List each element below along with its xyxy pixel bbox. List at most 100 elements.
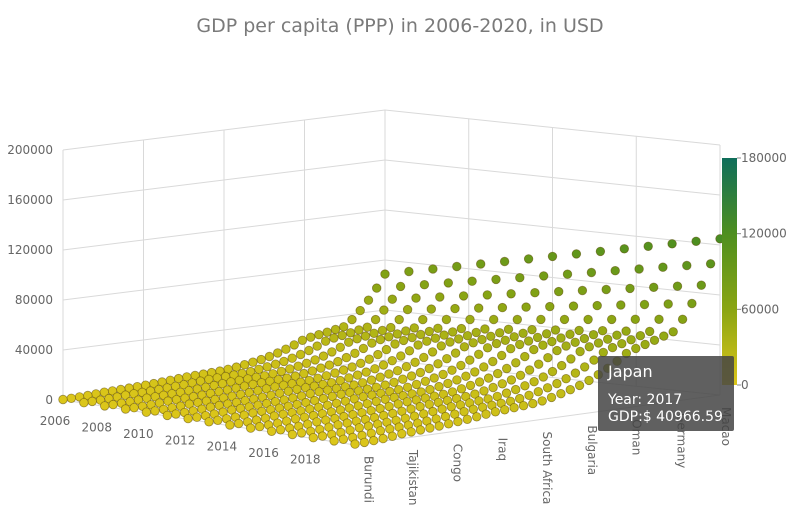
data-point [354, 325, 364, 335]
data-point [320, 336, 331, 346]
data-point [434, 381, 444, 392]
data-point [345, 387, 355, 398]
data-point [314, 330, 324, 340]
x-tick-label: 2016 [248, 446, 279, 460]
data-point [479, 386, 489, 396]
data-point [520, 351, 530, 362]
data-point [387, 356, 397, 366]
data-point [521, 302, 531, 312]
data-point [631, 343, 641, 354]
data-point [691, 236, 701, 247]
data-point [557, 360, 567, 371]
data-point [344, 373, 354, 383]
data-point [322, 327, 332, 337]
y-tick-label: Tajikistan [406, 449, 420, 506]
data-point [617, 339, 627, 349]
data-point [390, 339, 400, 349]
data-point [377, 325, 388, 336]
data-point [523, 254, 534, 264]
data-point [406, 371, 417, 381]
data-point [394, 314, 404, 325]
data-point [375, 372, 385, 382]
data-point [349, 394, 360, 404]
data-point [452, 375, 462, 385]
data-point [529, 377, 539, 387]
tooltip-gdp: GDP:$ 40966.59 [608, 409, 723, 425]
data-point [425, 384, 435, 395]
data-point [183, 413, 193, 424]
data-point [547, 251, 558, 262]
data-point [550, 325, 561, 335]
data-point [584, 375, 594, 386]
data-point [499, 256, 510, 267]
data-point [479, 362, 489, 372]
data-point [511, 358, 521, 368]
data-point [515, 273, 525, 283]
data-point [509, 332, 519, 342]
data-point [474, 349, 484, 360]
colorbar-tick-label: 180000 [741, 151, 787, 165]
data-point [497, 379, 508, 389]
data-point [635, 331, 646, 341]
data-point [345, 328, 356, 338]
colorbar-gradient-bar [722, 158, 737, 385]
data-point [574, 380, 585, 391]
data-point [419, 352, 429, 363]
data-point [428, 264, 438, 274]
data-point [518, 401, 529, 411]
data-point [443, 278, 454, 288]
data-point [625, 283, 635, 294]
data-point [347, 314, 357, 325]
data-point [299, 368, 309, 379]
data-point [297, 335, 308, 346]
data-point [120, 404, 131, 414]
data-point [538, 340, 548, 350]
data-point [329, 436, 339, 446]
data-point [336, 389, 346, 400]
data-point [543, 353, 553, 363]
data-point [579, 333, 590, 344]
colorbar-tick-label: 120000 [741, 227, 787, 241]
data-point [500, 405, 510, 415]
data-point [287, 353, 297, 363]
data-point [603, 334, 613, 344]
data-point [370, 314, 381, 325]
data-point [434, 421, 444, 431]
data-point [497, 350, 507, 361]
data-point [515, 393, 525, 404]
data-point [262, 362, 272, 372]
data-point [384, 332, 394, 342]
data-point [491, 338, 502, 349]
data-point [356, 358, 366, 369]
data-point [407, 332, 417, 343]
data-point [471, 327, 481, 338]
data-point [542, 383, 553, 393]
data-point [441, 314, 452, 325]
data-point [395, 281, 406, 292]
data-point [456, 384, 467, 394]
data-point [654, 314, 664, 325]
data-point [477, 334, 487, 345]
z-axis-ticks: 0 40000 80000 120000 160000 200000 [7, 143, 53, 407]
data-point [483, 373, 494, 383]
chart-title: GDP per capita (PPP) in 2006-2020, in US… [196, 15, 604, 37]
data-point [359, 437, 370, 448]
data-point [413, 340, 423, 350]
data-point [533, 387, 544, 397]
data-point [404, 266, 414, 277]
data-point [524, 390, 534, 401]
data-point [705, 259, 716, 269]
data-point [643, 241, 653, 252]
data-point [561, 341, 571, 351]
data-point [358, 343, 369, 354]
data-point [538, 372, 549, 382]
data-point [515, 339, 525, 350]
data-point [480, 324, 490, 334]
data-point [554, 286, 564, 297]
data-point [506, 289, 516, 299]
data-point [447, 365, 457, 375]
data-point [430, 333, 441, 343]
data-point [452, 261, 462, 272]
data-point [369, 435, 379, 446]
